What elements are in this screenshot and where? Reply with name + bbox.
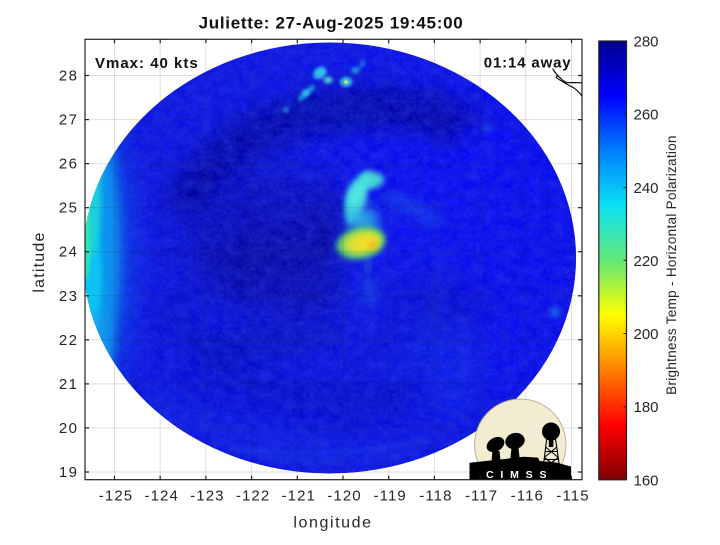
svg-text:27: 27 <box>59 112 79 129</box>
svg-text:23: 23 <box>59 288 79 305</box>
svg-text:280: 280 <box>634 34 659 51</box>
svg-text:160: 160 <box>634 472 659 489</box>
svg-text:-124: -124 <box>144 488 178 505</box>
svg-text:-121: -121 <box>282 488 316 505</box>
svg-text:19: 19 <box>59 464 79 481</box>
svg-text:latitude: latitude <box>31 231 48 292</box>
svg-text:260: 260 <box>634 107 659 124</box>
svg-text:24: 24 <box>59 244 79 261</box>
svg-text:28: 28 <box>59 68 79 85</box>
svg-text:21: 21 <box>59 376 79 393</box>
svg-text:25: 25 <box>59 200 79 217</box>
svg-text:-118: -118 <box>419 488 452 505</box>
svg-text:longitude: longitude <box>293 515 372 532</box>
svg-text:220: 220 <box>634 253 659 270</box>
svg-text:240: 240 <box>634 180 659 197</box>
svg-text:-119: -119 <box>374 488 407 505</box>
svg-text:22: 22 <box>59 332 79 349</box>
svg-text:-125: -125 <box>99 488 133 505</box>
svg-text:-122: -122 <box>236 488 270 505</box>
svg-text:26: 26 <box>59 156 79 173</box>
svg-text:-120: -120 <box>327 488 361 505</box>
svg-text:20: 20 <box>59 420 79 437</box>
svg-text:-117: -117 <box>465 488 498 505</box>
svg-text:Vmax: 40 kts: Vmax: 40 kts <box>95 55 199 72</box>
svg-text:Brightness Temp - Horizontal P: Brightness Temp - Horizontal Polarizatio… <box>664 135 679 395</box>
svg-text:-123: -123 <box>190 488 224 505</box>
svg-text:-115: -115 <box>556 488 589 505</box>
svg-text:200: 200 <box>634 326 659 343</box>
svg-text:180: 180 <box>634 399 659 416</box>
svg-text:-116: -116 <box>511 488 544 505</box>
svg-text:CIMSS: CIMSS <box>486 469 553 481</box>
svg-text:Juliette: 27-Aug-2025 19:45:00: Juliette: 27-Aug-2025 19:45:00 <box>199 14 464 33</box>
svg-text:01:14 away: 01:14 away <box>484 55 572 72</box>
